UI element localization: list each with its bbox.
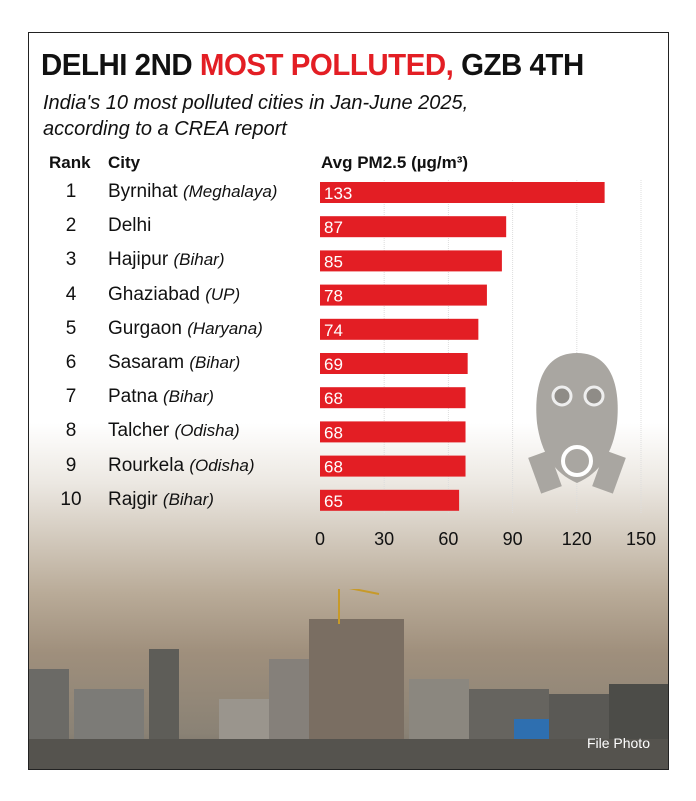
city-name: Delhi bbox=[108, 215, 152, 237]
city-label: Rourkela (Odisha) bbox=[108, 455, 255, 477]
rank-number: 6 bbox=[65, 352, 77, 373]
city-name: Ghaziabad bbox=[108, 283, 200, 305]
headline-part-1: DELHI 2ND bbox=[41, 47, 200, 82]
infographic: DELHI 2ND MOST POLLUTED, GZB 4TH India's… bbox=[28, 32, 669, 770]
city-name: Gurgaon bbox=[108, 317, 182, 339]
photo-credit: File Photo bbox=[586, 735, 650, 751]
rank-number: 8 bbox=[65, 420, 77, 442]
city-label: Delhi bbox=[108, 215, 151, 237]
x-tick-label: 90 bbox=[503, 529, 523, 549]
city-name: Patna bbox=[108, 386, 158, 408]
x-tick-label: 0 bbox=[315, 529, 325, 549]
bar-value-label: 69 bbox=[324, 355, 343, 374]
bar bbox=[320, 455, 466, 477]
city-name: Sasaram bbox=[108, 352, 185, 373]
state-name: (Odisha) bbox=[174, 421, 240, 441]
gas-mask-icon bbox=[528, 353, 626, 494]
state-name: (Bihar) bbox=[189, 353, 241, 372]
state-name: (Odisha) bbox=[189, 455, 255, 475]
city-label: Hajipur (Bihar) bbox=[108, 249, 225, 271]
rank-number: 9 bbox=[65, 454, 77, 476]
city-label: Sasaram (Bihar) bbox=[108, 352, 240, 374]
bar-value-label: 78 bbox=[324, 287, 343, 306]
bar bbox=[320, 387, 466, 409]
state-name: (Meghalaya) bbox=[182, 182, 278, 201]
rank-header: Rank bbox=[49, 153, 91, 172]
value-header: Avg PM2.5 (µg/m³) bbox=[321, 153, 469, 172]
headline-part-3: GZB 4TH bbox=[453, 47, 584, 82]
bar bbox=[320, 284, 487, 306]
bar-value-label: 85 bbox=[324, 252, 343, 271]
bar bbox=[320, 318, 479, 340]
rank-number: 2 bbox=[65, 215, 77, 237]
city-name: Rourkela bbox=[108, 454, 185, 476]
bar-value-label: 133 bbox=[324, 184, 352, 203]
rank-number: 5 bbox=[65, 317, 77, 339]
city-label: Gurgaon (Haryana) bbox=[108, 318, 263, 340]
city-name: Rajgir bbox=[108, 488, 158, 510]
x-tick-label: 60 bbox=[438, 529, 458, 549]
x-tick-label: 150 bbox=[626, 529, 656, 549]
bar-value-label: 68 bbox=[324, 458, 343, 477]
bar bbox=[320, 216, 507, 238]
city-label: Byrnihat (Meghalaya) bbox=[108, 181, 277, 203]
city-label: Talcher (Odisha) bbox=[108, 420, 240, 442]
bar-value-label: 68 bbox=[324, 389, 343, 408]
state-name: (UP) bbox=[205, 284, 241, 304]
rank-number: 7 bbox=[65, 386, 77, 408]
city-name: Byrnihat bbox=[108, 181, 178, 202]
subtitle-line-1: India's 10 most polluted cities in Jan-J… bbox=[43, 92, 469, 114]
city-header: City bbox=[108, 153, 141, 172]
headline: DELHI 2ND MOST POLLUTED, GZB 4TH bbox=[41, 47, 584, 83]
bar bbox=[320, 421, 466, 443]
bar bbox=[320, 353, 468, 374]
rank-number: 3 bbox=[65, 249, 77, 271]
state-name: (Bihar) bbox=[173, 250, 225, 270]
rank-number: 10 bbox=[60, 488, 82, 510]
city-label: Rajgir (Bihar) bbox=[108, 489, 214, 511]
city-label: Patna (Bihar) bbox=[108, 386, 214, 408]
bar bbox=[320, 182, 605, 203]
city-label: Ghaziabad (UP) bbox=[108, 284, 240, 306]
bar-value-label: 87 bbox=[324, 218, 343, 237]
state-name: (Haryana) bbox=[187, 318, 263, 338]
bar bbox=[320, 489, 460, 511]
x-tick-label: 120 bbox=[562, 529, 592, 549]
bar-value-label: 74 bbox=[324, 321, 343, 340]
bar-value-label: 65 bbox=[324, 492, 343, 511]
city-skyline-photo bbox=[29, 589, 668, 769]
city-name: Hajipur bbox=[108, 249, 169, 271]
bar bbox=[320, 250, 502, 272]
city-name: Talcher bbox=[108, 420, 170, 442]
bar-value-label: 68 bbox=[324, 423, 343, 442]
rank-number: 4 bbox=[65, 283, 77, 305]
state-name: (Bihar) bbox=[162, 387, 214, 407]
x-tick-label: 30 bbox=[374, 529, 394, 549]
bar-chart: 0 30 60 90 120 150 133 87 85 78 74 69 68 68 68 65 bbox=[315, 180, 656, 549]
subtitle-line-2: according to a CREA report bbox=[43, 118, 287, 140]
rank-number: 1 bbox=[65, 181, 77, 202]
headline-part-2: MOST POLLUTED, bbox=[199, 47, 454, 82]
state-name: (Bihar) bbox=[162, 489, 214, 509]
